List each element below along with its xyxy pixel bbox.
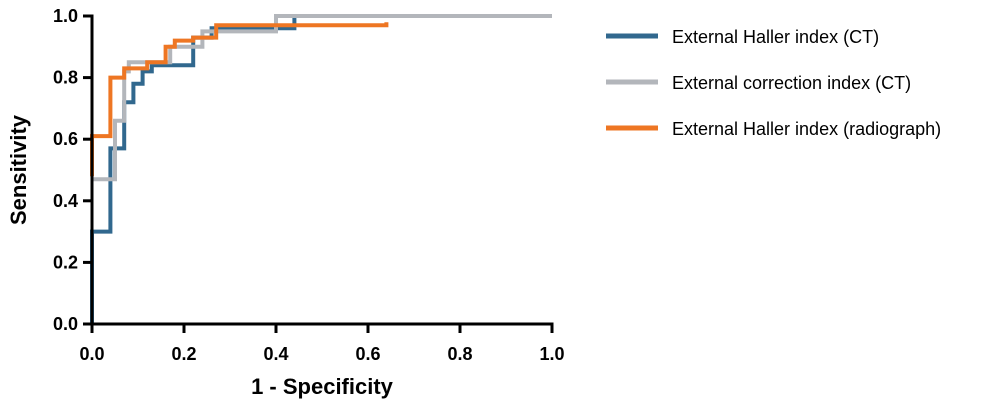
x-tick-label: 0.8 — [447, 344, 472, 364]
legend-label-2: External correction index (CT) — [672, 73, 911, 93]
x-tick-label: 0.6 — [355, 344, 380, 364]
ticks-layer: 0.0 0.2 0.4 0.6 0.8 1.0 0.0 0.2 0.4 0.6 0.8 1.0 — [53, 6, 565, 364]
x-tick-label: 0.0 — [79, 344, 104, 364]
axes-layer — [90, 14, 554, 326]
y-tick-label: 0.6 — [53, 129, 78, 149]
series-line-1 — [90, 14, 552, 324]
y-tick-label: 0.0 — [53, 314, 78, 334]
series-line-2 — [92, 14, 552, 182]
y-tick-label: 0.2 — [53, 252, 78, 272]
y-tick-label: 0.4 — [53, 191, 78, 211]
x-axis-title: 1 - Specificity — [251, 374, 394, 399]
y-tick-label: 0.8 — [53, 68, 78, 88]
series-layer — [90, 14, 552, 324]
legend: External Haller index (CT) External corre… — [606, 27, 941, 139]
x-tick-label: 0.4 — [263, 344, 288, 364]
series-line-3 — [90, 22, 389, 177]
x-tick-label: 1.0 — [539, 344, 564, 364]
legend-label-3: External Haller index (radiograph) — [672, 119, 941, 139]
legend-label-1: External Haller index (CT) — [672, 27, 879, 47]
x-tick-label: 0.2 — [171, 344, 196, 364]
y-axis-title: Sensitivity — [6, 114, 31, 225]
y-tick-label: 1.0 — [53, 6, 78, 26]
